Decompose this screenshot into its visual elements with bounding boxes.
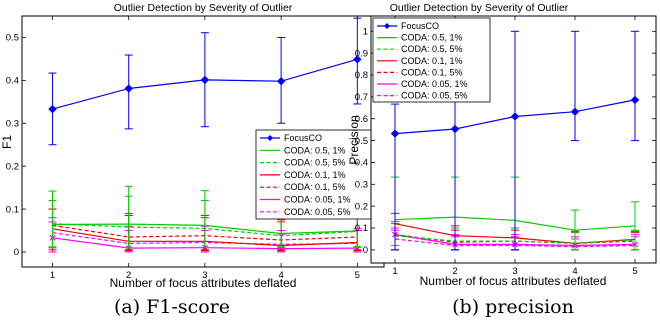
legend-label: CODA: 0.5, 5% bbox=[401, 44, 463, 54]
data-point bbox=[510, 112, 520, 121]
x-axis-label: Number of focus attributes deflated bbox=[110, 276, 297, 290]
y-tick-label: 0.3 bbox=[355, 180, 368, 191]
legend-label: CODA: 0.1, 5% bbox=[284, 182, 346, 192]
legend: FocusCO CODA: 0.5, 1%CODA: 0.5, 5% CODA: 0… bbox=[372, 17, 491, 103]
caption: (b) precision bbox=[452, 296, 574, 318]
legend-label: FocusCO bbox=[284, 133, 322, 143]
x-tick-label: 4 bbox=[572, 266, 577, 277]
y-tick-label: 0.4 bbox=[355, 158, 368, 169]
legend-label: CODA: 0.5, 1% bbox=[284, 145, 346, 155]
chart-title: Outlier Detection by Severity of Outlier bbox=[114, 2, 293, 14]
y-tick-label: 0.9 bbox=[355, 48, 368, 59]
legend-label: CODA: 0.05, 5% bbox=[401, 91, 468, 101]
series-line bbox=[52, 223, 358, 235]
series-focusco bbox=[48, 17, 362, 146]
data-point bbox=[630, 95, 640, 105]
data-point bbox=[276, 77, 286, 86]
x-axis-label: Number of focus attributes deflated bbox=[420, 274, 607, 288]
legend-label: CODA: 0.1, 1% bbox=[284, 170, 346, 180]
legend-item: CODA: 0.5, 5% bbox=[260, 158, 346, 168]
legend-item: FocusCO bbox=[260, 133, 322, 143]
y-tick-label: 0.1 bbox=[355, 223, 368, 234]
x-tick-label: 3 bbox=[512, 266, 517, 277]
legend-marker bbox=[384, 23, 390, 29]
legend-item: CODA: 0.1, 1% bbox=[260, 170, 346, 180]
data-point bbox=[200, 75, 210, 85]
y-tick-label: 0.7 bbox=[355, 92, 368, 103]
y-tick-label: 0.4 bbox=[6, 76, 19, 87]
x-tick-label: 3 bbox=[202, 270, 207, 281]
legend-item: CODA: 0.5, 5% bbox=[377, 44, 463, 54]
y-tick-label: 0.8 bbox=[355, 70, 368, 81]
legend-label: FocusCO bbox=[401, 21, 439, 31]
panel-f1: Outlier Detection by Severity of Outlier… bbox=[0, 2, 385, 318]
data-point bbox=[48, 104, 57, 114]
y-tick-label: 0 bbox=[14, 247, 19, 258]
legend-label: CODA: 0.05, 1% bbox=[401, 79, 468, 89]
legend-item: CODA: 0.05, 5% bbox=[260, 207, 351, 217]
x-tick-label: 1 bbox=[392, 266, 397, 277]
x-tick-label: 1 bbox=[50, 270, 55, 281]
panel-precision: Outlier Detection by Severity of Outlier… bbox=[347, 2, 657, 318]
y-tick-label: 0.1 bbox=[6, 204, 19, 215]
data-point bbox=[450, 124, 460, 134]
x-tick-label: 4 bbox=[278, 270, 283, 281]
x-tick-label: 5 bbox=[355, 270, 360, 281]
data-point bbox=[390, 129, 400, 138]
legend-label: CODA: 0.05, 1% bbox=[284, 195, 351, 205]
y-tick-label: 0.2 bbox=[6, 161, 19, 172]
caption: (a) F1-score bbox=[114, 296, 230, 318]
y-axis-label: Precision bbox=[347, 115, 361, 164]
legend-label: CODA: 0.05, 5% bbox=[284, 207, 351, 217]
x-tick-label: 2 bbox=[452, 266, 457, 277]
legend-item: CODA: 0.1, 5% bbox=[377, 67, 463, 77]
legend-item: CODA: 0.05, 1% bbox=[377, 79, 468, 89]
y-tick-label: 0 bbox=[363, 245, 368, 256]
y-axis-label: F1 bbox=[0, 135, 14, 149]
legend-label: CODA: 0.1, 1% bbox=[401, 56, 463, 66]
chart-title: Outlier Detection by Severity of Outlier bbox=[390, 2, 569, 14]
y-tick-label: 0.2 bbox=[355, 201, 368, 212]
y-tick-label: 0.3 bbox=[6, 118, 19, 129]
y-tick-label: 0.5 bbox=[355, 136, 368, 147]
legend-label: CODA: 0.5, 5% bbox=[284, 158, 346, 168]
legend-item: CODA: 0.1, 5% bbox=[260, 182, 346, 192]
legend-item: CODA: 0.1, 1% bbox=[377, 56, 463, 66]
y-tick-label: 0.5 bbox=[6, 33, 19, 44]
legend: FocusCO CODA: 0.5, 1% CODA: 0.5, 5% CODA: 0… bbox=[255, 129, 383, 220]
y-tick-label: 1 bbox=[363, 27, 368, 38]
legend-marker bbox=[267, 135, 273, 141]
data-point bbox=[353, 55, 362, 64]
legend-box bbox=[372, 17, 491, 103]
legend-item: CODA: 0.05, 5% bbox=[377, 91, 468, 101]
data-point bbox=[570, 107, 580, 116]
legend-label: CODA: 0.1, 5% bbox=[401, 67, 463, 77]
legend-item: FocusCO bbox=[377, 21, 439, 31]
data-point bbox=[124, 84, 133, 93]
x-tick-label: 5 bbox=[632, 266, 637, 277]
legend-item: CODA: 0.05, 1% bbox=[260, 195, 351, 205]
legend-item: CODA: 0.5, 1% bbox=[260, 145, 346, 155]
legend-item: CODA: 0.5, 1% bbox=[377, 33, 463, 43]
x-tick-label: 2 bbox=[126, 270, 131, 281]
legend-label: CODA: 0.5, 1% bbox=[401, 33, 463, 43]
y-tick-label: 0.6 bbox=[355, 114, 368, 125]
